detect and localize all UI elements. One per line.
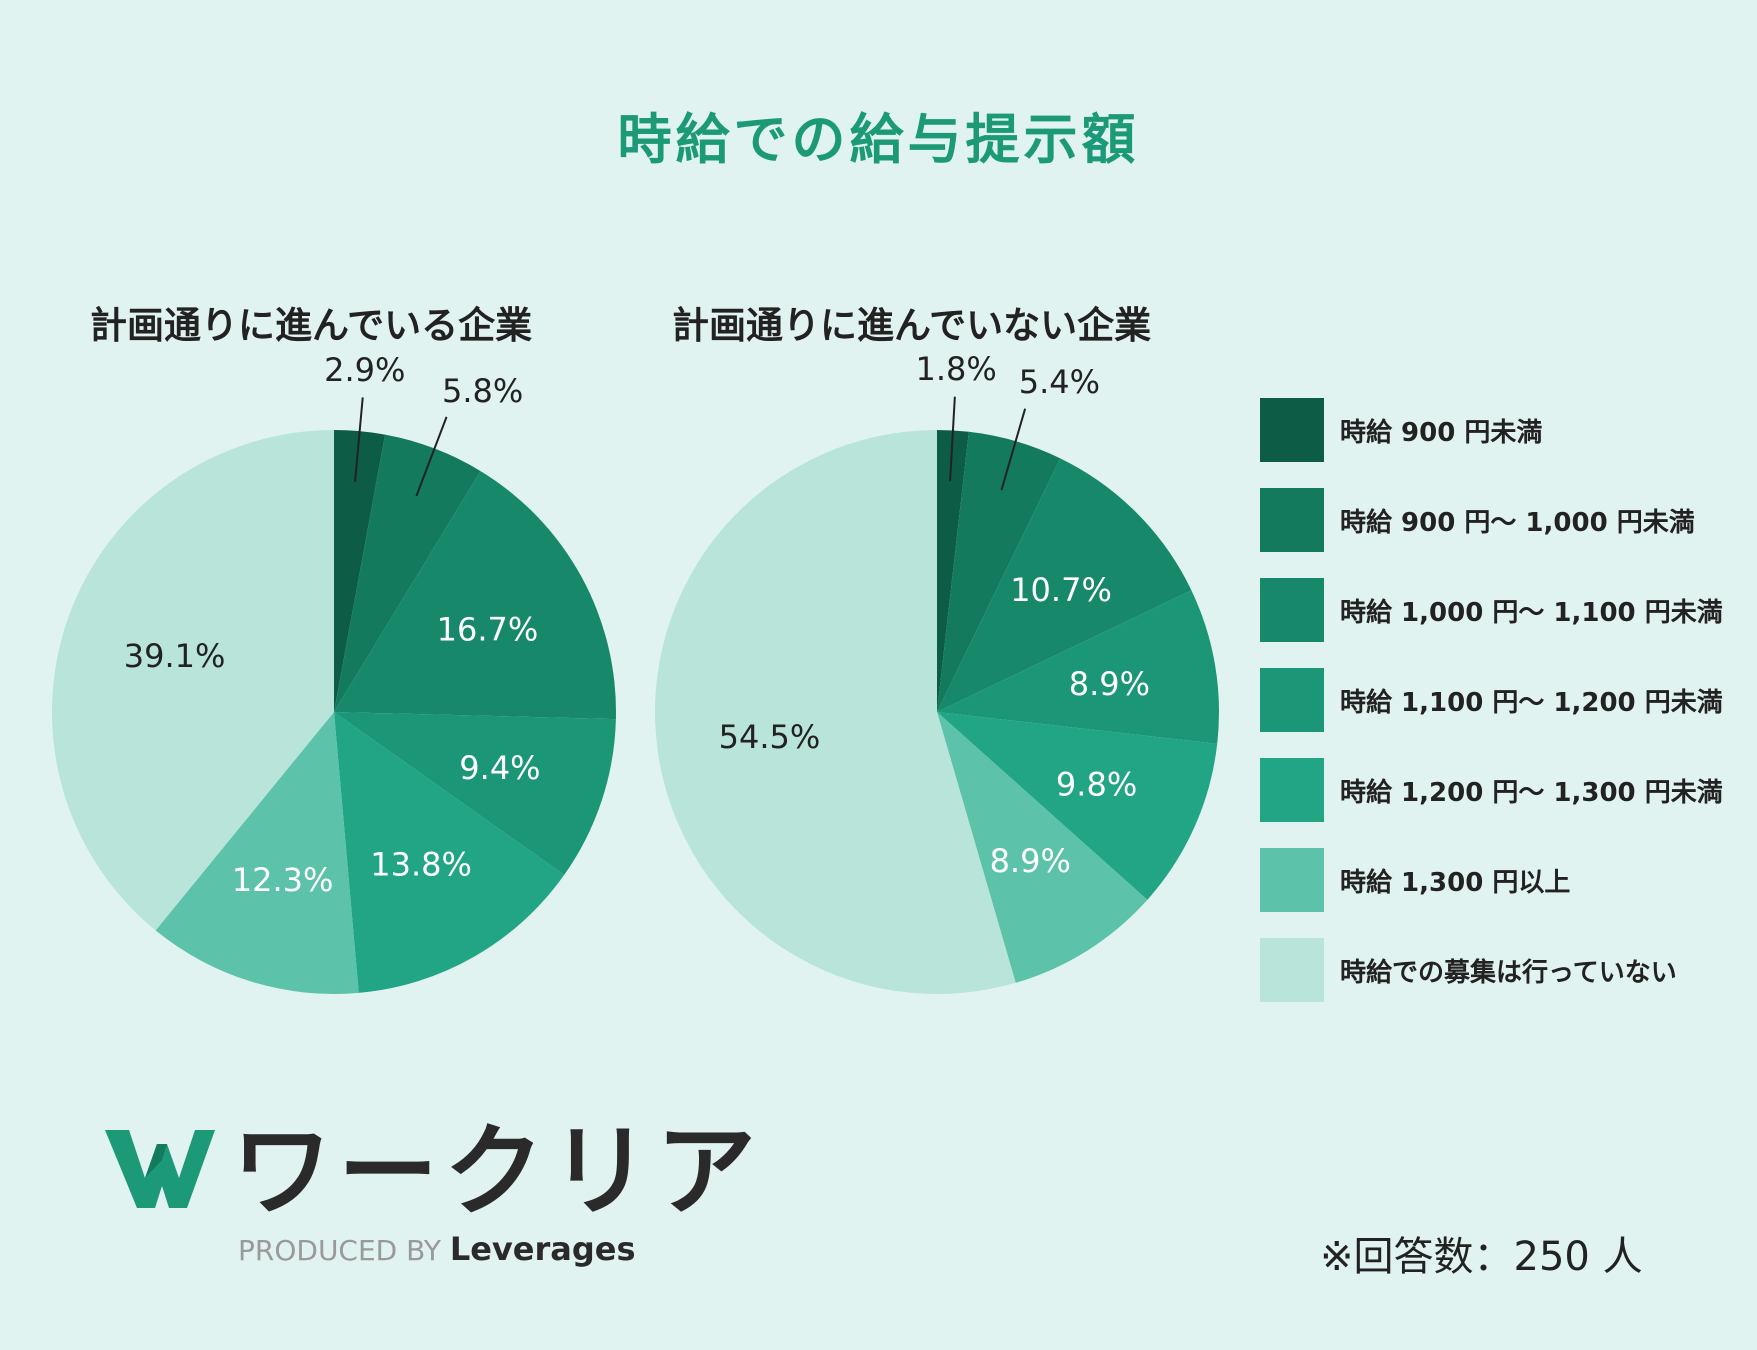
legend-swatch xyxy=(1260,668,1324,732)
legend-label: 時給 1,000 円～ 1,100 円未満 xyxy=(1340,597,1723,628)
legend-item: 時給 1,100 円～ 1,200 円未満 xyxy=(1260,668,1723,732)
pie-slice xyxy=(937,458,1192,712)
slice-label: 9.8% xyxy=(1056,765,1137,803)
legend-label: 時給 1,300 円以上 xyxy=(1340,867,1571,898)
produced-by-label: PRODUCED BY xyxy=(238,1234,441,1267)
slice-label: 9.4% xyxy=(459,749,540,787)
legend-swatch xyxy=(1260,578,1324,642)
legend-swatch xyxy=(1260,758,1324,822)
legend-label: 時給 1,100 円～ 1,200 円未満 xyxy=(1340,687,1723,718)
legend-item: 時給 900 円未満 xyxy=(1260,398,1723,462)
pie-slice xyxy=(334,434,481,712)
leader-line xyxy=(949,396,956,482)
legend-label: 時給 900 円～ 1,000 円未満 xyxy=(1340,507,1695,538)
produced-by: PRODUCED BY Leverages xyxy=(238,1230,636,1268)
legend-swatch xyxy=(1260,398,1324,462)
legend-label: 時給 1,200 円～ 1,300 円未満 xyxy=(1340,777,1723,808)
legend-item: 時給 1,300 円以上 xyxy=(1260,848,1723,912)
slice-label: 5.4% xyxy=(1019,363,1100,401)
pie-slice xyxy=(655,430,1016,994)
legend-swatch xyxy=(1260,848,1324,912)
slice-label: 5.8% xyxy=(442,372,523,410)
legend-item: 時給 1,200 円～ 1,300 円未満 xyxy=(1260,758,1723,822)
pie-slice xyxy=(937,431,1061,712)
brand-name: Leverages xyxy=(449,1230,636,1268)
pie-slice xyxy=(937,430,969,712)
respondent-note: ※回答数：250 人 xyxy=(1320,1234,1643,1280)
pie-slice xyxy=(334,471,616,720)
legend-label: 時給での募集は行っていない xyxy=(1340,957,1677,988)
leader-line xyxy=(415,416,448,497)
slice-label: 1.8% xyxy=(915,350,996,388)
page-title: 時給での給与提示額 xyxy=(617,108,1140,171)
legend-label: 時給 900 円未満 xyxy=(1340,417,1543,448)
slice-label: 8.9% xyxy=(990,842,1071,880)
legend-swatch xyxy=(1260,938,1324,1002)
pie-slice xyxy=(334,430,386,712)
pie-slice xyxy=(51,430,335,931)
pie-slice xyxy=(937,712,1218,900)
legend-item: 時給 1,000 円～ 1,100 円未満 xyxy=(1260,578,1723,642)
logo-mark-icon xyxy=(105,1130,215,1208)
legend-item: 時給 900 円～ 1,000 円未満 xyxy=(1260,488,1723,552)
leader-line xyxy=(354,397,364,482)
pie-slice xyxy=(937,590,1219,744)
leader-line xyxy=(1000,408,1027,491)
slice-label: 54.5% xyxy=(719,718,821,756)
pie-slice xyxy=(334,712,565,993)
pie-slice xyxy=(937,712,1148,983)
legend-item: 時給での募集は行っていない xyxy=(1260,938,1723,1002)
slice-label: 2.9% xyxy=(324,351,405,389)
slice-label: 12.3% xyxy=(232,861,334,899)
legend: 時給 900 円未満 時給 900 円～ 1,000 円未満 時給 1,000 … xyxy=(1260,398,1723,1028)
legend-swatch xyxy=(1260,488,1324,552)
slice-label: 13.8% xyxy=(370,846,472,884)
slice-label: 16.7% xyxy=(437,610,539,648)
slice-label: 10.7% xyxy=(1010,571,1112,609)
pie-slice xyxy=(334,712,616,875)
pie-slice xyxy=(155,712,359,994)
logo-wordmark: ワークリア xyxy=(232,1113,762,1230)
chart-title-off-track: 計画通りに進んでいない企業 xyxy=(672,304,1152,347)
chart-title-on-track: 計画通りに進んでいる企業 xyxy=(90,304,533,347)
slice-label: 8.9% xyxy=(1069,665,1150,703)
slice-label: 39.1% xyxy=(124,637,226,675)
